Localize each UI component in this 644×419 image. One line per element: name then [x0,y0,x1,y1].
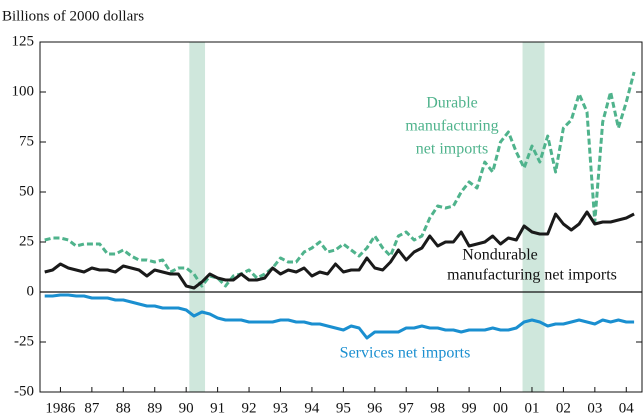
plot-frame [39,41,643,393]
x-tick-label: 95 [336,400,351,416]
y-tick-label: -25 [14,333,34,349]
x-tick-label: 88 [116,400,131,416]
series-line [44,293,635,340]
x-tick-label: 00 [493,400,508,416]
y-tick-label: 0 [27,283,35,299]
x-tick-label: 92 [242,400,257,416]
x-tick-label: 97 [399,400,415,416]
series-label: Durable [426,95,478,112]
x-tick-label: 1986 [45,400,76,416]
y-tick-label: 100 [12,83,35,99]
recession-shading [522,42,545,392]
y-axis-label: Billions of 2000 dollars [2,8,144,24]
series-label: manufacturing [405,118,498,135]
x-tick-label: 94 [304,400,320,416]
x-tick-label: 04 [619,400,635,416]
y-tick-label: 125 [12,33,35,49]
x-tick-label: 96 [367,400,383,416]
x-tick-label: 03 [587,400,602,416]
series-line [44,210,635,290]
x-tick-label: 90 [179,400,194,416]
x-tick-label: 87 [84,400,100,416]
y-tick-label: -50 [14,383,34,399]
y-tick-label: 50 [19,183,34,199]
series-label: manufacturing net imports [447,267,617,284]
x-tick-label: 98 [430,400,445,416]
y-tick-label: 75 [19,133,34,149]
x-tick-label: 01 [524,400,539,416]
x-tick-label: 02 [556,400,571,416]
series-label: net imports [416,141,488,158]
series-label: Services net imports [340,345,471,362]
x-tick-label: 91 [210,400,225,416]
series-label: Nondurable [462,247,538,264]
y-tick-label: 25 [19,233,34,249]
recession-shading [189,42,206,392]
x-tick-label: 99 [462,400,477,416]
series-line [44,71,636,288]
x-tick-label: 89 [147,400,162,416]
x-tick-label: 93 [273,400,288,416]
